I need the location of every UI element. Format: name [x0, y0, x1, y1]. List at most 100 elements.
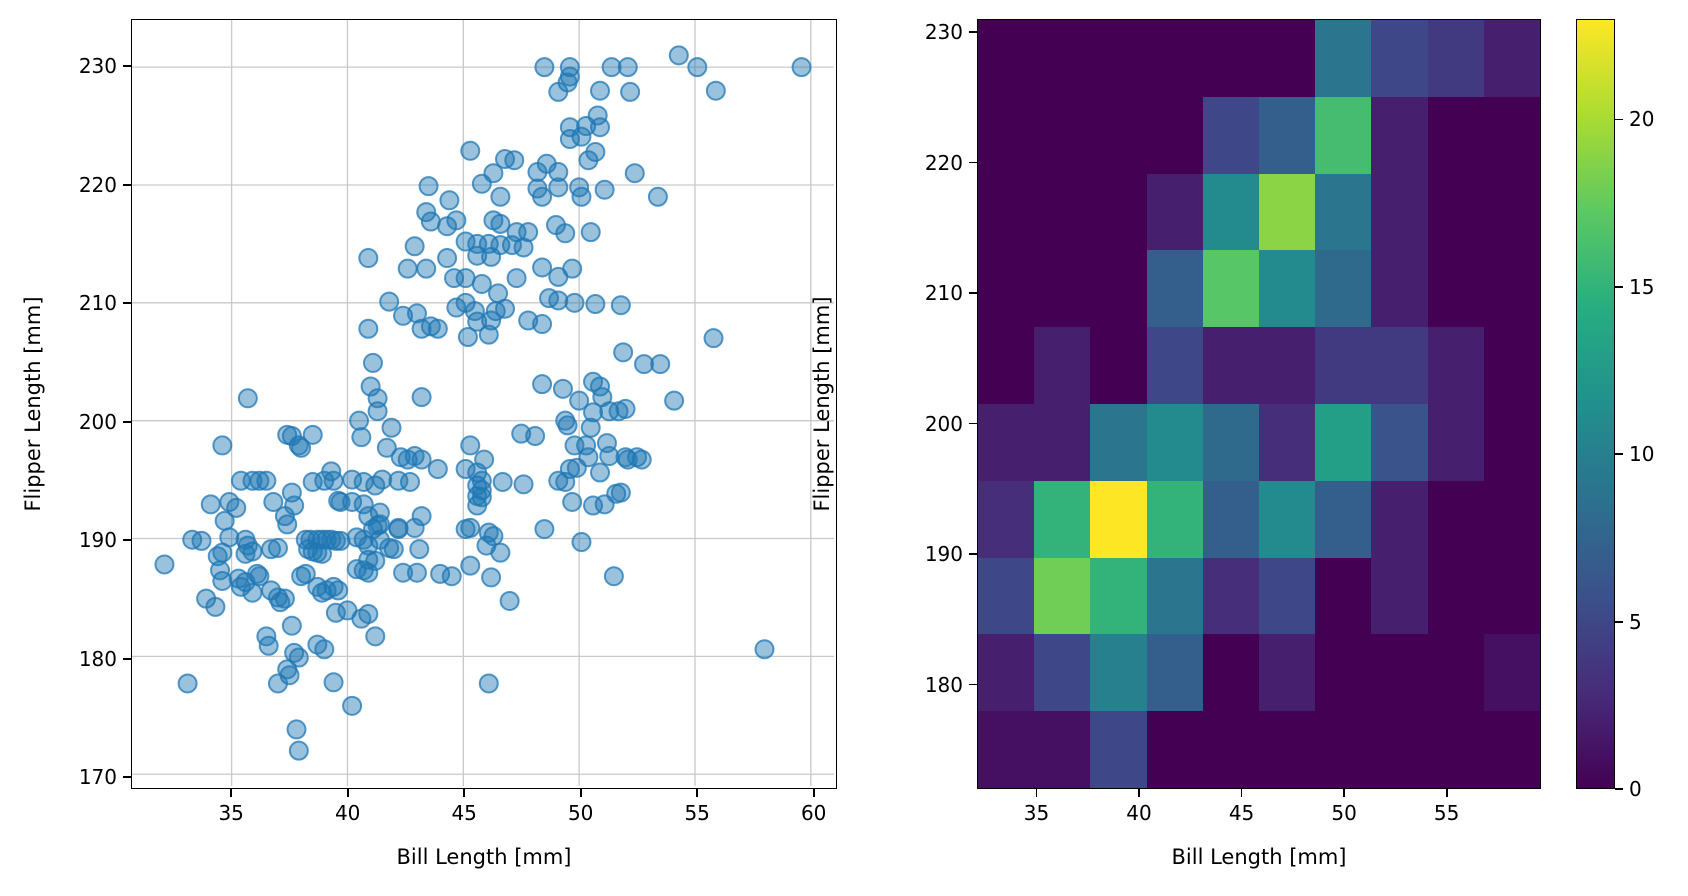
heatmap-cell — [1146, 711, 1203, 788]
scatter-point — [397, 258, 418, 279]
scatter-point — [358, 603, 379, 624]
x-tick-mark — [1138, 789, 1140, 797]
scatter-point — [590, 117, 610, 138]
scatter-point — [457, 327, 478, 348]
y-tick-mark — [123, 657, 131, 660]
colorbar-tick-label: 15 — [1629, 274, 1655, 299]
scatter-point — [455, 519, 476, 540]
scatter-point — [460, 435, 481, 456]
y-tick-mark — [123, 420, 131, 423]
scatter-point — [613, 342, 634, 363]
heatmap-cell — [1427, 404, 1484, 481]
scatter-point — [437, 248, 458, 269]
heatmap-cell — [1315, 480, 1372, 558]
heatmap-cell — [1483, 711, 1540, 788]
scatter-point — [566, 457, 587, 478]
heatmap-cell — [1259, 480, 1316, 558]
heatmap-cell — [978, 96, 1035, 174]
scatter-point — [393, 562, 414, 583]
scatter-point — [416, 258, 437, 279]
heatmap-cell — [1090, 634, 1147, 712]
scatter-point — [615, 398, 636, 419]
heatmap-cell — [1259, 20, 1316, 97]
x-tick-mark — [1240, 789, 1243, 797]
scatter-point — [513, 237, 534, 258]
heatmap-cell — [978, 557, 1035, 635]
scatter-point — [325, 530, 346, 551]
heatmap-cell — [978, 404, 1035, 481]
scatter-point — [362, 352, 383, 373]
y-tick-mark — [969, 161, 977, 164]
heatmap-cell — [1146, 480, 1203, 558]
heatmap-cell — [1427, 557, 1484, 635]
heatmap-cell — [1427, 480, 1484, 558]
scatter-point — [281, 615, 302, 636]
heatmap-cells — [978, 20, 1540, 788]
scatter-point — [191, 530, 212, 551]
x-tick-label: 50 — [567, 801, 594, 825]
heatmap-cell — [1202, 711, 1259, 788]
heatmap-cell — [978, 173, 1035, 251]
scatter-point — [532, 374, 553, 395]
y-tick-mark — [969, 553, 977, 555]
scatter-point — [200, 494, 221, 515]
heatmap-cell — [1090, 404, 1147, 481]
heatmap-plot — [977, 19, 1541, 789]
colorbar-tick-label: 0 — [1629, 777, 1642, 801]
scatter-point — [400, 471, 421, 492]
scatter-point — [548, 81, 569, 102]
scatter-point — [791, 57, 812, 78]
right-y-axis-label: Flipper Length [mm] — [810, 296, 834, 512]
scatter-point — [590, 462, 610, 483]
heatmap-cell — [1371, 250, 1428, 328]
scatter-point — [467, 495, 488, 516]
scatter-point — [492, 471, 513, 492]
scatter-point — [499, 590, 520, 611]
y-tick-label: 190 — [924, 542, 963, 567]
scatter-point — [513, 474, 534, 495]
colorbar — [1576, 19, 1615, 789]
scatter-point — [583, 402, 604, 423]
scatter-point — [311, 543, 332, 564]
scatter-point — [495, 298, 516, 319]
scatter-point — [590, 80, 610, 101]
scatter-point — [177, 673, 198, 694]
scatter-point — [446, 210, 467, 231]
heatmap-cell — [1090, 96, 1147, 174]
x-tick-mark — [1035, 789, 1038, 797]
scatter-point — [532, 186, 553, 207]
heatmap-cell — [1427, 711, 1484, 788]
scatter-point — [668, 45, 689, 66]
heatmap-cell — [1315, 634, 1372, 712]
scatter-point — [288, 740, 309, 761]
scatter-point — [381, 417, 402, 438]
scatter-point — [439, 190, 460, 211]
scatter-point — [471, 273, 492, 294]
heatmap-cell — [1427, 173, 1484, 251]
scatter-point — [548, 290, 569, 311]
heatmap-cell — [1034, 20, 1091, 97]
heatmap-cell — [1259, 250, 1316, 328]
heatmap-cell — [1202, 634, 1259, 712]
heatmap-cell — [1483, 480, 1540, 558]
scatter-point — [478, 324, 499, 345]
scatter-point — [548, 162, 569, 183]
x-tick-label: 40 — [334, 801, 361, 825]
heatmap-cell — [1146, 557, 1203, 635]
scatter-point — [687, 57, 708, 78]
scatter-point — [490, 213, 511, 234]
heatmap-cell — [1034, 557, 1091, 635]
left-y-axis-label: Flipper Length [mm] — [21, 296, 45, 512]
heatmap-cell — [1427, 327, 1484, 404]
scatter-point — [323, 672, 344, 693]
heatmap-cell — [1259, 96, 1316, 174]
heatmap-cell — [1034, 96, 1091, 174]
heatmap-cell — [1315, 173, 1372, 251]
scatter-point — [562, 491, 583, 512]
scatter-point — [504, 150, 525, 171]
heatmap-cell — [1202, 250, 1259, 328]
heatmap-cell — [1146, 20, 1203, 97]
scatter-point — [427, 458, 448, 479]
heatmap-cell — [1202, 96, 1259, 174]
left-x-axis-label: Bill Length [mm] — [396, 845, 572, 869]
